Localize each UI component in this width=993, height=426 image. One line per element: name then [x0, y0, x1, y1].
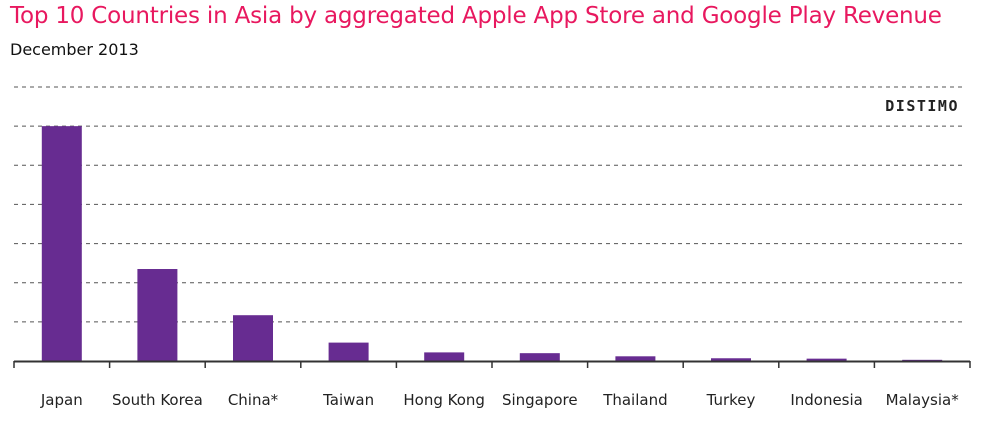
x-tick-label: Thailand: [602, 391, 667, 409]
chart-title: Top 10 Countries in Asia by aggregated A…: [10, 3, 942, 29]
chart-subtitle: December 2013: [10, 40, 139, 59]
bar-japan: [41, 126, 82, 362]
bar-hong-kong: [424, 352, 465, 361]
x-tick-label: Japan: [40, 391, 83, 409]
bar-indonesia: [806, 358, 847, 361]
brand-logo: DISTIMO: [885, 97, 959, 115]
bar-china: [233, 315, 273, 361]
x-tick-label: Taiwan: [322, 391, 374, 409]
x-axis: [13, 360, 971, 368]
x-tick-label: South Korea: [112, 391, 203, 409]
bar-south-korea: [137, 269, 178, 361]
bar-malaysia: [902, 359, 943, 361]
x-tick-label: China*: [228, 391, 279, 409]
bar-thailand: [615, 356, 656, 361]
bar-taiwan: [328, 342, 369, 361]
grid-lines: [14, 86, 966, 323]
x-tick-label: Turkey: [706, 391, 756, 409]
bar-turkey: [711, 358, 751, 361]
bars: [41, 126, 943, 362]
x-tick-label: Malaysia*: [886, 391, 960, 409]
bar-singapore: [519, 353, 560, 361]
x-tick-label: Indonesia: [790, 391, 863, 409]
x-tick-labels: Japan South Korea China* Taiwan Hong Kong Sin…: [40, 391, 959, 409]
x-tick-label: Singapore: [502, 391, 578, 409]
x-tick-label: Hong Kong: [403, 391, 485, 409]
